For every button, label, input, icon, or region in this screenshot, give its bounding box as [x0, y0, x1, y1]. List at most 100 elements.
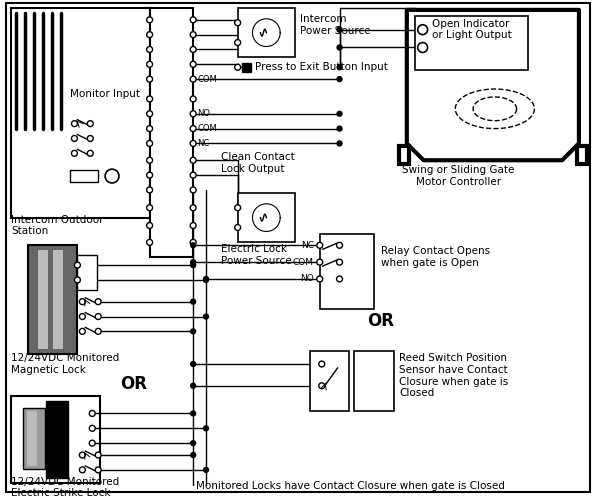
Text: NO: NO [300, 274, 314, 283]
Circle shape [89, 426, 95, 432]
Circle shape [87, 120, 93, 126]
Circle shape [147, 140, 153, 146]
Bar [77, 255, 97, 290]
Circle shape [95, 298, 101, 304]
Bar [23, 408, 45, 469]
Text: Monitored Locks have Contact Closure when gate is Closed: Monitored Locks have Contact Closure whe… [196, 480, 505, 490]
Circle shape [147, 205, 153, 210]
Bar [310, 351, 349, 410]
Circle shape [89, 410, 95, 416]
Text: 12/24VDC Monitored
Electric Strike Lock: 12/24VDC Monitored Electric Strike Lock [11, 477, 119, 498]
Circle shape [191, 329, 195, 334]
Circle shape [191, 384, 195, 388]
Text: COM: COM [197, 124, 217, 133]
Text: OR: OR [120, 375, 147, 393]
Polygon shape [407, 10, 579, 160]
Circle shape [147, 32, 153, 38]
Text: 12/24VDC Monitored
Magnetic Lock: 12/24VDC Monitored Magnetic Lock [11, 353, 119, 375]
Text: NO: NO [197, 110, 210, 118]
Circle shape [190, 111, 196, 116]
Circle shape [147, 62, 153, 68]
Circle shape [191, 362, 195, 366]
Circle shape [147, 158, 153, 163]
Circle shape [147, 96, 153, 102]
Circle shape [190, 126, 196, 132]
Circle shape [79, 452, 85, 458]
Bar [27, 410, 37, 466]
Circle shape [235, 40, 241, 46]
Circle shape [190, 158, 196, 163]
Circle shape [79, 314, 85, 320]
Text: Swing or Sliding Gate
Motor Controller: Swing or Sliding Gate Motor Controller [402, 166, 514, 187]
Circle shape [147, 187, 153, 193]
Bar [415, 16, 529, 70]
Bar [355, 351, 394, 410]
Circle shape [190, 46, 196, 52]
Circle shape [235, 64, 241, 70]
Bar [52, 250, 63, 349]
Circle shape [191, 452, 195, 458]
Circle shape [95, 314, 101, 320]
Text: Press to Exit Button Input: Press to Exit Button Input [256, 62, 389, 72]
Text: Intercom Outdoor
Station: Intercom Outdoor Station [11, 214, 104, 236]
Bar [241, 64, 250, 72]
Circle shape [191, 440, 195, 446]
Circle shape [147, 126, 153, 132]
Bar [150, 8, 193, 257]
Circle shape [235, 224, 241, 230]
Circle shape [190, 62, 196, 68]
Circle shape [418, 24, 427, 34]
Circle shape [337, 65, 342, 70]
Bar [70, 170, 98, 182]
Circle shape [235, 205, 241, 210]
Text: Open Indicator
or Light Output: Open Indicator or Light Output [432, 19, 511, 40]
Bar [11, 8, 150, 218]
Circle shape [319, 361, 325, 367]
Circle shape [147, 46, 153, 52]
Bar [320, 234, 374, 308]
Circle shape [191, 299, 195, 304]
Text: Relay Contact Opens
when gate is Open: Relay Contact Opens when gate is Open [381, 246, 491, 268]
Bar [238, 193, 295, 242]
Bar [11, 396, 100, 482]
Circle shape [147, 17, 153, 23]
Circle shape [190, 140, 196, 146]
Circle shape [191, 243, 195, 248]
Bar [38, 250, 48, 349]
Circle shape [72, 150, 77, 156]
Text: NC: NC [301, 241, 314, 250]
Circle shape [147, 240, 153, 246]
Circle shape [190, 205, 196, 210]
Circle shape [95, 328, 101, 334]
Text: OR: OR [367, 312, 394, 330]
Bar [28, 246, 77, 354]
Circle shape [203, 278, 209, 282]
Circle shape [191, 262, 195, 268]
Circle shape [147, 172, 153, 178]
Circle shape [79, 467, 85, 473]
Bar [46, 400, 67, 478]
Circle shape [337, 242, 343, 248]
Circle shape [337, 276, 343, 282]
Circle shape [95, 452, 101, 458]
Circle shape [79, 298, 85, 304]
Bar [399, 146, 409, 164]
Text: COM: COM [197, 74, 217, 84]
Circle shape [74, 277, 80, 283]
Circle shape [337, 112, 342, 116]
Bar [238, 8, 295, 58]
Circle shape [79, 328, 85, 334]
Circle shape [190, 17, 196, 23]
Circle shape [105, 169, 119, 183]
Circle shape [337, 141, 342, 146]
Circle shape [337, 76, 342, 82]
Circle shape [89, 440, 95, 446]
Text: Clean Contact
Lock Output: Clean Contact Lock Output [221, 152, 294, 174]
Circle shape [203, 314, 209, 319]
Circle shape [337, 126, 342, 131]
Circle shape [72, 120, 77, 126]
Text: Monitor Input: Monitor Input [70, 89, 141, 99]
Circle shape [203, 426, 209, 431]
Circle shape [337, 27, 342, 32]
Circle shape [317, 276, 322, 282]
